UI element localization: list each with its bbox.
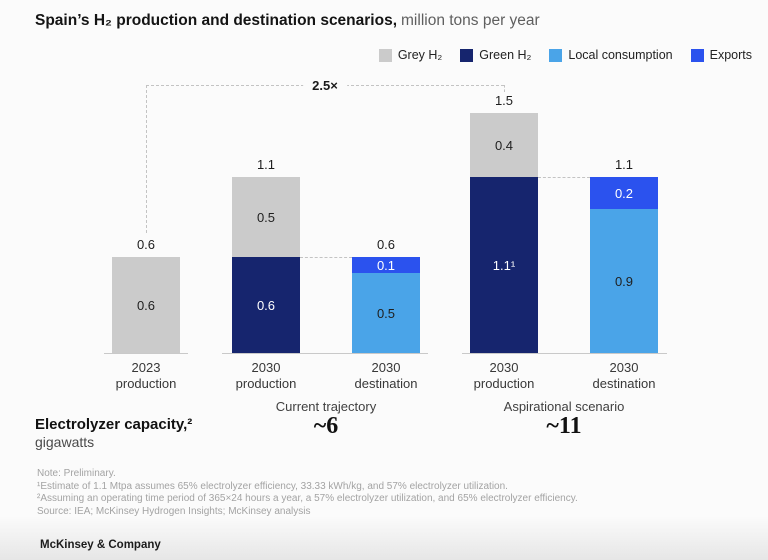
bar-segment-local-consumption: 0.5 bbox=[352, 273, 420, 353]
footnote-line: Note: Preliminary. bbox=[37, 468, 116, 479]
electrolyzer-capacity-value-current-trajectory: ~6 bbox=[313, 413, 339, 439]
legend-label: Exports bbox=[709, 48, 752, 62]
legend-swatch-local-consumption bbox=[549, 48, 563, 62]
electrolyzer-capacity-block: Electrolyzer capacity,² gigawatts bbox=[35, 416, 192, 450]
legend-label: Green H₂ bbox=[479, 48, 532, 62]
bar-category-line: 2030 bbox=[251, 360, 281, 375]
bottom-gradient bbox=[0, 516, 768, 560]
bar-total-label: 1.1 bbox=[614, 157, 634, 172]
legend-item-exports: Exports bbox=[690, 48, 752, 62]
axis-baseline bbox=[462, 353, 667, 354]
axis-baseline bbox=[222, 353, 428, 354]
bar-category-line: 2023 bbox=[131, 360, 161, 375]
bar-category-line: 2030 bbox=[371, 360, 401, 375]
legend-swatch-green-h bbox=[460, 48, 474, 62]
footnote-line: Source: IEA; McKinsey Hydrogen Insights;… bbox=[37, 505, 311, 517]
bar-segment-exports: 0.1 bbox=[352, 257, 420, 273]
footnotes: Note: Preliminary. ¹Estimate of 1.1 Mtpa… bbox=[37, 468, 578, 518]
exhibit-title-main: Spain’s H₂ production and destination sc… bbox=[35, 12, 398, 29]
multiplier-annotation-line-left bbox=[146, 85, 147, 233]
legend-item-local-consumption: Local consumption bbox=[549, 48, 673, 62]
group-label-aspirational-scenario: Aspirational scenario bbox=[503, 399, 625, 414]
bar-category-label: 2023 production bbox=[86, 360, 206, 392]
legend-item-green-h: Green H₂ bbox=[460, 48, 531, 62]
bar-category-label: 2030 production bbox=[444, 360, 564, 392]
legend-item-grey-h: Grey H₂ bbox=[378, 48, 443, 62]
mckinsey-wordmark: McKinsey & Company bbox=[40, 539, 161, 551]
bar-category-line: destination bbox=[592, 376, 656, 391]
bar-total-label: 1.5 bbox=[494, 93, 514, 108]
footnote-line: ¹Estimate of 1.1 Mtpa assumes 65% electr… bbox=[37, 480, 508, 492]
exhibit-title-unit: million tons per year bbox=[401, 12, 540, 29]
bar-category-line: 2030 bbox=[609, 360, 639, 375]
legend-label: Local consumption bbox=[568, 48, 673, 62]
bar-segment-grey-h: 0.4 bbox=[470, 113, 538, 177]
bar-segment-grey-h: 0.6 bbox=[112, 257, 180, 353]
legend-swatch-grey-h bbox=[378, 48, 392, 62]
destination-connector-line bbox=[300, 257, 352, 258]
electrolyzer-capacity-value-aspirational-scenario: ~11 bbox=[546, 413, 582, 439]
exhibit-title: Spain’s H₂ production and destination sc… bbox=[35, 11, 540, 31]
bar-segment-grey-h: 0.5 bbox=[232, 177, 300, 257]
bar-category-line: 2030 bbox=[489, 360, 519, 375]
bar-category-line: destination bbox=[354, 376, 418, 391]
bar-category-line: production bbox=[115, 376, 177, 391]
bar-category-label: 2030 production bbox=[206, 360, 326, 392]
bar-category-label: 2030 destination bbox=[326, 360, 446, 392]
bar-total-label: 0.6 bbox=[136, 237, 156, 252]
bar-segment-exports: 0.2 bbox=[590, 177, 658, 209]
destination-connector-line bbox=[538, 177, 590, 178]
legend-swatch-exports bbox=[690, 48, 704, 62]
bar-total-label: 1.1 bbox=[256, 157, 276, 172]
bar-segment-green-h: 1.1¹ bbox=[470, 177, 538, 353]
bar-segment-green-h: 0.6 bbox=[232, 257, 300, 353]
multiplier-annotation-line-right bbox=[504, 85, 505, 92]
axis-baseline bbox=[104, 353, 188, 354]
electrolyzer-capacity-unit: gigawatts bbox=[35, 434, 95, 450]
bar-category-line: production bbox=[473, 376, 535, 391]
chart-legend: Grey H₂ Green H₂ Local consumption Exports bbox=[378, 48, 752, 62]
legend-label: Grey H₂ bbox=[397, 48, 443, 62]
bar-category-label: 2030 destination bbox=[564, 360, 684, 392]
multiplier-label: 2.5× bbox=[303, 78, 347, 93]
bar-category-line: production bbox=[235, 376, 297, 391]
electrolyzer-capacity-title: Electrolyzer capacity,² bbox=[35, 416, 193, 433]
bar-segment-local-consumption: 0.9 bbox=[590, 209, 658, 353]
footnote-line: ²Assuming an operating time period of 36… bbox=[37, 493, 578, 505]
bar-total-label: 0.6 bbox=[376, 237, 396, 252]
group-label-current-trajectory: Current trajectory bbox=[275, 399, 377, 414]
